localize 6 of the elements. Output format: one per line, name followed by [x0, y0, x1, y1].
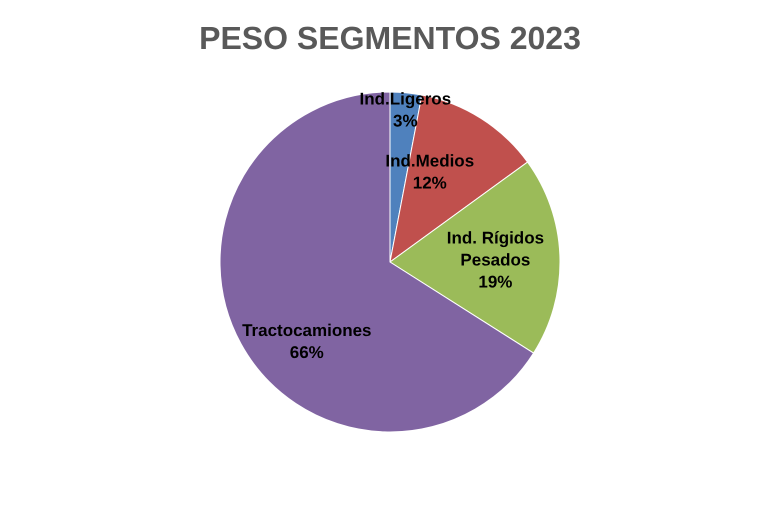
data-label: 66%	[290, 342, 324, 362]
slice-label: Ind. Rígidos Pesados	[446, 228, 544, 270]
slice-label: Tractocamiones	[242, 320, 372, 340]
chart-title: PESO SEGMENTOS 2023	[199, 20, 581, 56]
data-label: 19%	[478, 272, 512, 292]
data-label: 12%	[412, 174, 447, 193]
